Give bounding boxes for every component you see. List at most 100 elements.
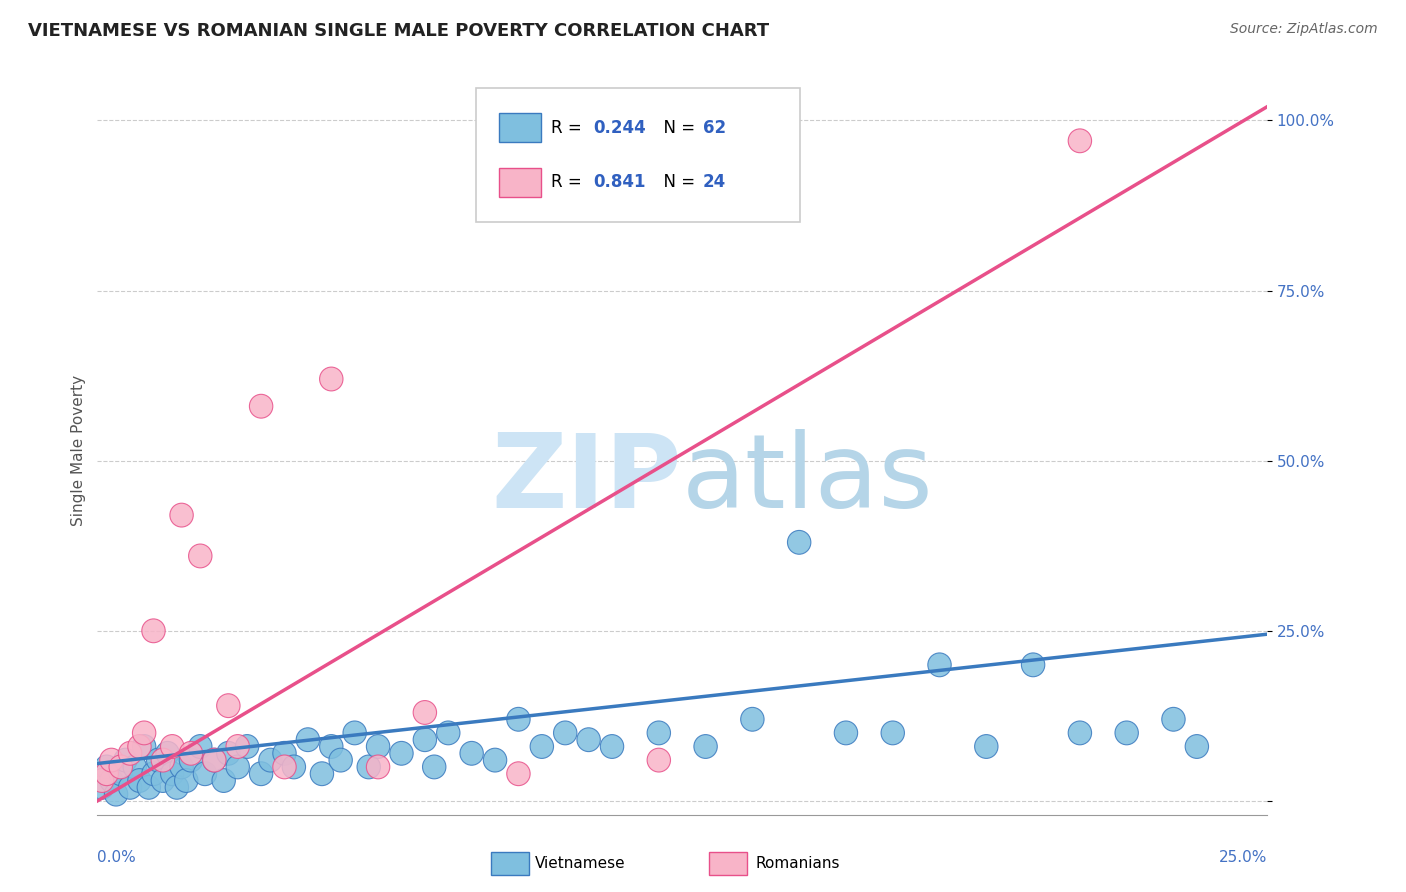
Ellipse shape (124, 755, 146, 779)
Ellipse shape (283, 755, 305, 779)
Text: 0.0%: 0.0% (97, 850, 136, 865)
Ellipse shape (100, 748, 124, 772)
Ellipse shape (1161, 707, 1185, 731)
Ellipse shape (118, 775, 142, 799)
Ellipse shape (193, 762, 217, 786)
Ellipse shape (530, 735, 554, 758)
Ellipse shape (311, 762, 333, 786)
Ellipse shape (576, 728, 600, 752)
Ellipse shape (142, 619, 165, 643)
Ellipse shape (132, 721, 156, 745)
Ellipse shape (259, 748, 283, 772)
Ellipse shape (506, 762, 530, 786)
Ellipse shape (128, 769, 152, 792)
Ellipse shape (146, 748, 170, 772)
Ellipse shape (1185, 735, 1209, 758)
Ellipse shape (128, 735, 152, 758)
Ellipse shape (170, 503, 193, 527)
Ellipse shape (202, 748, 226, 772)
Ellipse shape (695, 735, 717, 758)
Ellipse shape (132, 735, 156, 758)
Ellipse shape (460, 741, 484, 765)
Ellipse shape (273, 755, 297, 779)
Ellipse shape (882, 721, 904, 745)
Ellipse shape (110, 762, 132, 786)
Text: N =: N = (654, 173, 700, 192)
Ellipse shape (188, 735, 212, 758)
Ellipse shape (179, 748, 202, 772)
Ellipse shape (1115, 721, 1139, 745)
Text: R =: R = (551, 119, 586, 136)
Ellipse shape (156, 741, 179, 765)
Text: N =: N = (654, 119, 700, 136)
Ellipse shape (249, 762, 273, 786)
Ellipse shape (110, 755, 132, 779)
Ellipse shape (179, 741, 202, 765)
Ellipse shape (357, 755, 381, 779)
Ellipse shape (834, 721, 858, 745)
Ellipse shape (389, 741, 413, 765)
Ellipse shape (226, 755, 249, 779)
Ellipse shape (974, 735, 998, 758)
Ellipse shape (142, 762, 165, 786)
Ellipse shape (217, 694, 240, 717)
Ellipse shape (436, 721, 460, 745)
Ellipse shape (90, 769, 114, 792)
Ellipse shape (423, 755, 446, 779)
Ellipse shape (152, 769, 174, 792)
Ellipse shape (329, 748, 353, 772)
Ellipse shape (484, 748, 506, 772)
Text: 0.841: 0.841 (593, 173, 645, 192)
Ellipse shape (506, 707, 530, 731)
Ellipse shape (217, 741, 240, 765)
Ellipse shape (1069, 129, 1091, 153)
Text: VIETNAMESE VS ROMANIAN SINGLE MALE POVERTY CORRELATION CHART: VIETNAMESE VS ROMANIAN SINGLE MALE POVER… (28, 22, 769, 40)
Ellipse shape (165, 775, 188, 799)
Ellipse shape (96, 762, 118, 786)
Ellipse shape (160, 735, 184, 758)
Ellipse shape (647, 748, 671, 772)
Text: 25.0%: 25.0% (1219, 850, 1267, 865)
Ellipse shape (1021, 653, 1045, 677)
Text: atlas: atlas (682, 429, 934, 530)
Ellipse shape (160, 762, 184, 786)
Ellipse shape (367, 735, 389, 758)
Ellipse shape (152, 748, 174, 772)
Ellipse shape (319, 735, 343, 758)
Ellipse shape (212, 769, 235, 792)
Text: R =: R = (551, 173, 586, 192)
Ellipse shape (226, 735, 249, 758)
Text: ZIP: ZIP (492, 429, 682, 530)
Ellipse shape (170, 755, 193, 779)
Ellipse shape (928, 653, 952, 677)
Ellipse shape (343, 721, 367, 745)
Ellipse shape (319, 368, 343, 391)
Ellipse shape (1069, 721, 1091, 745)
Ellipse shape (114, 748, 138, 772)
Ellipse shape (554, 721, 576, 745)
Ellipse shape (741, 707, 763, 731)
Ellipse shape (90, 775, 114, 799)
Ellipse shape (273, 741, 297, 765)
Ellipse shape (647, 721, 671, 745)
Ellipse shape (96, 755, 118, 779)
Ellipse shape (413, 728, 436, 752)
Text: Source: ZipAtlas.com: Source: ZipAtlas.com (1230, 22, 1378, 37)
Ellipse shape (138, 775, 160, 799)
Ellipse shape (413, 700, 436, 724)
Y-axis label: Single Male Poverty: Single Male Poverty (72, 375, 86, 526)
Ellipse shape (188, 544, 212, 568)
Text: 0.244: 0.244 (593, 119, 645, 136)
Ellipse shape (174, 769, 198, 792)
Ellipse shape (104, 782, 128, 806)
Ellipse shape (600, 735, 624, 758)
Ellipse shape (297, 728, 319, 752)
Ellipse shape (100, 769, 124, 792)
Ellipse shape (249, 394, 273, 418)
Ellipse shape (367, 755, 389, 779)
Text: Romanians: Romanians (755, 856, 839, 871)
Ellipse shape (202, 748, 226, 772)
Text: 24: 24 (703, 173, 725, 192)
Ellipse shape (235, 735, 259, 758)
Text: 62: 62 (703, 119, 725, 136)
